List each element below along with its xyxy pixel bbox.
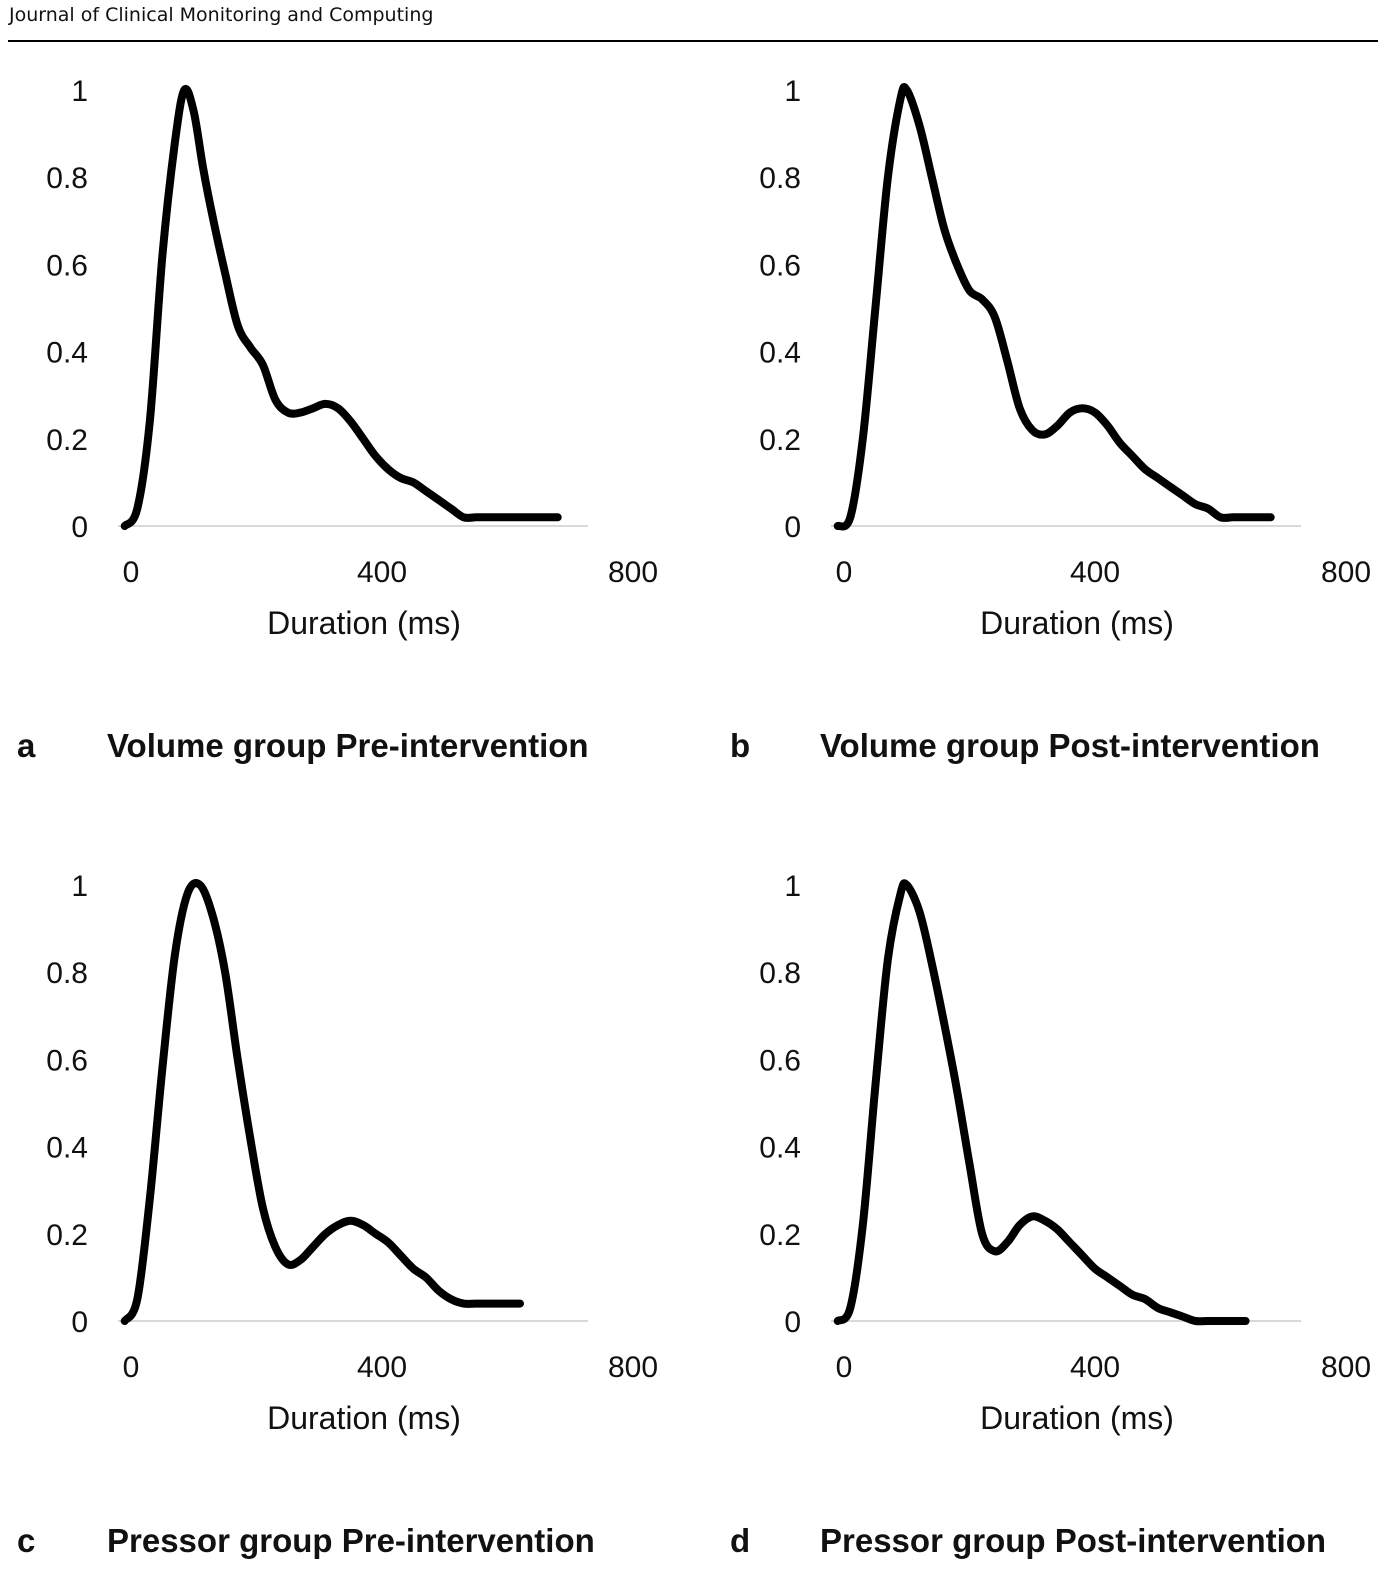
y-tick-label: 0.2 [46,424,88,457]
panel-letter: c [17,1522,35,1559]
panel-letter: b [730,727,750,764]
y-tick-label: 0.4 [759,1132,801,1165]
panel-letter: d [730,1522,750,1559]
running-head: Journal of Clinical Monitoring and Compu… [9,4,434,26]
y-tick-label: 1 [71,870,88,903]
x-tick-label: 400 [1070,556,1120,589]
panel-caption: Pressor group Pre-intervention [107,1522,595,1559]
panel-caption: Volume group Post-intervention [820,727,1320,764]
y-tick-label: 0.8 [759,162,801,195]
y-tick-label: 0.8 [46,957,88,990]
series-line [833,82,1275,531]
y-tick-label: 0.6 [759,1044,801,1077]
y-tick-label: 0.2 [759,424,801,457]
x-tick-label: 0 [836,556,853,589]
header-rule [8,40,1378,42]
chart-panel-c: 0 0.2 0.4 0.6 0.8 1 0 400 800 Duration (ms) c Press… [17,870,658,1559]
y-tick-label: 0.4 [759,337,801,370]
y-tick-label: 0.4 [46,337,88,370]
y-tick-label: 0 [784,1306,801,1339]
x-tick-label: 400 [357,556,407,589]
y-tick-label: 0 [784,511,801,544]
x-axis-title: Duration (ms) [980,605,1174,641]
y-tick-label: 1 [784,75,801,108]
series-line [120,879,524,1325]
y-tick-label: 0 [71,511,88,544]
y-tick-label: 0.2 [759,1219,801,1252]
series-line [833,879,1250,1326]
x-axis-title: Duration (ms) [980,1400,1174,1436]
series-line [120,84,562,530]
y-tick-label: 0.6 [46,1044,88,1077]
x-tick-label: 0 [123,556,140,589]
y-tick-label: 0.8 [46,162,88,195]
x-tick-label: 0 [836,1351,853,1384]
panel-caption: Volume group Pre-intervention [107,727,589,764]
x-tick-label: 0 [123,1351,140,1384]
x-tick-label: 800 [608,556,658,589]
x-tick-label: 400 [357,1351,407,1384]
y-tick-label: 0.2 [46,1219,88,1252]
y-tick-label: 0.8 [759,957,801,990]
y-tick-label: 1 [784,870,801,903]
x-tick-label: 800 [1321,1351,1371,1384]
panel-letter: a [17,727,36,764]
y-tick-label: 0.6 [759,249,801,282]
y-tick-label: 1 [71,75,88,108]
x-tick-label: 800 [608,1351,658,1384]
x-axis-title: Duration (ms) [267,605,461,641]
x-tick-label: 400 [1070,1351,1120,1384]
x-axis-title: Duration (ms) [267,1400,461,1436]
y-tick-label: 0 [71,1306,88,1339]
y-tick-label: 0.4 [46,1132,88,1165]
chart-panel-d: 0 0.2 0.4 0.6 0.8 1 0 400 800 Duration (ms) d Press… [730,870,1371,1559]
x-tick-label: 800 [1321,556,1371,589]
panel-caption: Pressor group Post-intervention [820,1522,1326,1559]
chart-panel-b: 0 0.2 0.4 0.6 0.8 1 0 400 800 Duration (ms) b Volum… [730,75,1371,764]
chart-panel-a: 0 0.2 0.4 0.6 0.8 1 0 400 800 Duration (ms) a Volum… [17,75,658,764]
y-tick-label: 0.6 [46,249,88,282]
